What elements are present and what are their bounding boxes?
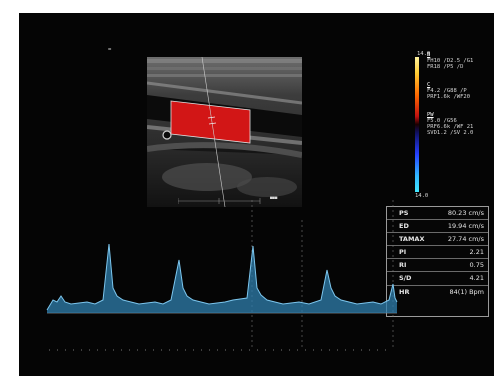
measurement-value: 80.23 cm/s — [447, 209, 484, 217]
bmode-tissue-graphic — [147, 57, 302, 207]
measurement-label: RI — [399, 261, 407, 270]
param-c-label: C — [427, 82, 431, 88]
bmode-image — [147, 57, 302, 207]
color-flow-box[interactable] — [170, 100, 251, 144]
measurement-value: 19.94 cm/s — [447, 222, 484, 231]
measurement-label: ED — [399, 222, 409, 231]
measurement-label: TAMAX — [399, 235, 425, 244]
measurement-row-pi: PI 2.21 — [387, 246, 488, 260]
measurement-value: 4.21 — [469, 274, 484, 283]
measurement-label: S/D — [399, 274, 412, 283]
measurement-row-tamax: TAMAX 27.74 cm/s — [387, 233, 488, 247]
doppler-waveform-envelope — [46, 243, 398, 311]
ultrasound-screen: = ■■■ 14.0 14.0 B FH10 /D2.5 /G1 FR18 /P… — [19, 13, 494, 376]
measurement-table: PS 80.23 cm/s ED 19.94 cm/s TAMAX 27.74 … — [386, 206, 489, 317]
param-b-line1: FH10 /D2.5 /G1 — [427, 58, 474, 64]
measurement-row-ed: ED 19.94 cm/s — [387, 220, 488, 234]
measurement-value: 2.21 — [469, 248, 484, 257]
color-scale-bottom: 14.0 — [415, 193, 429, 199]
doppler-waveform-fill — [47, 244, 397, 313]
measurement-row-sd: S/D 4.21 — [387, 272, 488, 286]
measurement-label: PI — [399, 248, 407, 257]
probe-marker-label: = — [108, 47, 112, 53]
measurement-row-ri: RI 0.75 — [387, 259, 488, 273]
measurement-value: 0.75 — [469, 261, 484, 270]
param-pw-line2: PRF6.6k /WF 21 — [427, 124, 474, 130]
depth-marker: ■■■ — [270, 195, 278, 200]
param-pw-line3: SVD1.2 /SV 2.0 — [427, 130, 474, 136]
param-b-line2: FR18 /P5 /D — [427, 64, 464, 70]
color-scale-bar — [415, 57, 419, 192]
measurement-row-hr: HR 84(1) Bpm — [387, 286, 488, 298]
measurement-row-ps: PS 80.23 cm/s — [387, 207, 488, 221]
param-pw-label: PW — [427, 112, 434, 118]
depth-scale — [178, 198, 261, 204]
param-c-line1: F4.2 /G88 /P — [427, 88, 467, 94]
doppler-spectrum — [46, 200, 398, 351]
color-scale-top: 14.0 — [417, 51, 431, 57]
param-pw-line1: F5.0 /G56 — [427, 118, 457, 124]
param-b-label: B — [427, 52, 431, 58]
measurement-label: HR — [399, 287, 410, 296]
imaging-parameters: B FH10 /D2.5 /G1 FR18 /P5 /D C F4.2 /G88… — [427, 52, 473, 136]
param-c-line2: PRF1.6k /WF20 — [427, 94, 471, 100]
measurement-value: 84(1) Bpm — [449, 287, 484, 296]
measurement-label: PS — [399, 209, 409, 217]
measurement-value: 27.74 cm/s — [447, 235, 484, 244]
